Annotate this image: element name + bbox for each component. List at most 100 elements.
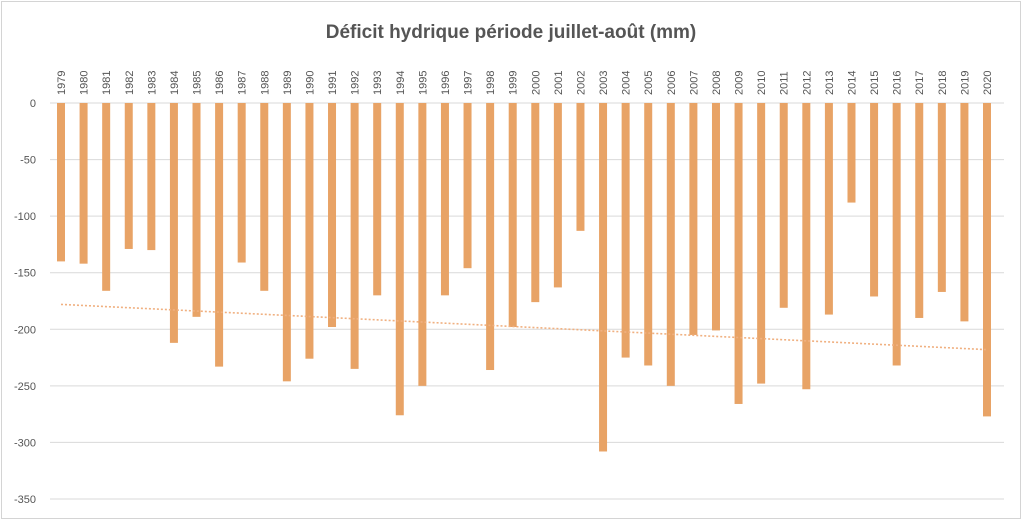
bar (395, 103, 404, 416)
chart-title: Déficit hydrique période juillet-août (m… (325, 22, 697, 43)
bar (508, 103, 517, 328)
bar (486, 103, 495, 371)
bar (237, 103, 246, 263)
bar (892, 103, 901, 366)
x-tick-label: 1988 (259, 71, 271, 95)
bar (463, 103, 472, 269)
x-tick-label: 2017 (914, 71, 926, 95)
x-tick-label: 1992 (350, 71, 362, 95)
bar (779, 103, 788, 308)
bar (305, 103, 314, 359)
bar (553, 103, 562, 288)
trend-line (60, 303, 988, 351)
x-tick-label: 2013 (824, 71, 836, 95)
y-tick-label: -50 (20, 155, 36, 167)
x-tick-label: 1983 (146, 71, 158, 95)
bar (531, 103, 540, 303)
y-tick-label: 0 (30, 98, 36, 110)
x-tick-label: 1986 (214, 71, 226, 95)
x-tick-label: 1993 (372, 71, 384, 95)
x-tick-label: 2007 (688, 71, 700, 95)
y-tick-label: -150 (14, 268, 36, 280)
bar (169, 103, 178, 343)
bar (757, 103, 766, 384)
x-axis-labels: 1979 1980 1981 1982 1983 1984 1985 1986 1987 1988… (56, 71, 994, 95)
bar (124, 103, 133, 249)
y-tick-label: -300 (14, 437, 36, 449)
y-tick-label: -350 (14, 494, 36, 506)
x-tick-label: 1982 (124, 71, 136, 95)
x-tick-label: 2019 (959, 71, 971, 95)
x-tick-label: 2005 (643, 71, 655, 95)
x-tick-label: 2009 (734, 71, 746, 95)
x-tick-label: 1981 (101, 71, 113, 95)
bar (711, 103, 720, 331)
x-tick-label: 2015 (869, 71, 881, 95)
x-tick-label: 1980 (79, 71, 91, 95)
x-tick-label: 2008 (711, 71, 723, 95)
y-tick-label: -250 (14, 381, 36, 393)
y-tick-label: -100 (14, 211, 36, 223)
bar (57, 103, 65, 262)
bar (870, 103, 879, 297)
x-tick-label: 2014 (846, 71, 858, 95)
x-tick-label: 2006 (666, 71, 678, 95)
x-tick-label: 1984 (169, 71, 181, 95)
bar (192, 103, 201, 317)
bar (440, 103, 449, 296)
bar (937, 103, 946, 292)
bar (599, 103, 608, 452)
x-tick-label: 2002 (575, 71, 587, 95)
x-tick-label: 2003 (598, 71, 610, 95)
x-tick-label: 2016 (892, 71, 904, 95)
bar (689, 103, 698, 335)
x-tick-label: 2010 (756, 71, 768, 95)
x-tick-label: 1997 (463, 71, 475, 95)
bar (960, 103, 969, 322)
bar (260, 103, 269, 291)
bar (328, 103, 337, 328)
x-tick-label: 2001 (553, 71, 565, 95)
x-tick-label: 1985 (192, 71, 204, 95)
x-tick-label: 2004 (621, 71, 633, 95)
bar (215, 103, 224, 367)
bar (915, 103, 924, 318)
x-tick-label: 1979 (56, 71, 68, 95)
x-tick-label: 1990 (304, 71, 316, 95)
x-tick-label: 1989 (282, 71, 294, 95)
bar (282, 103, 291, 382)
x-tick-label: 1991 (327, 71, 339, 95)
bar (734, 103, 743, 404)
x-tick-label: 2020 (982, 71, 994, 95)
bar (350, 103, 359, 369)
bar (824, 103, 833, 315)
y-axis-ticks: 0 -50 -100 -150 -200 -250 -300 -350 (14, 98, 36, 506)
bar (102, 103, 111, 291)
bar (576, 103, 585, 231)
bar (621, 103, 630, 358)
x-tick-label: 1999 (508, 71, 520, 95)
x-tick-label: 2000 (530, 71, 542, 95)
x-tick-label: 1995 (417, 71, 429, 95)
x-tick-label: 2012 (801, 71, 813, 95)
bar (79, 103, 88, 264)
bars (57, 103, 991, 452)
y-tick-label: -200 (14, 324, 36, 336)
bar (644, 103, 653, 366)
bar (373, 103, 382, 296)
x-tick-label: 1994 (395, 71, 407, 95)
x-tick-label: 2018 (937, 71, 949, 95)
bar (666, 103, 675, 386)
x-tick-label: 2011 (779, 71, 791, 95)
bar (418, 103, 427, 386)
bar (147, 103, 156, 251)
x-tick-label: 1998 (485, 71, 497, 95)
bar (802, 103, 811, 390)
x-tick-label: 1987 (237, 71, 249, 95)
bar (983, 103, 991, 417)
trendline (60, 303, 988, 351)
gridlines (50, 102, 1004, 500)
bar (847, 103, 856, 203)
x-tick-label: 1996 (440, 71, 452, 95)
